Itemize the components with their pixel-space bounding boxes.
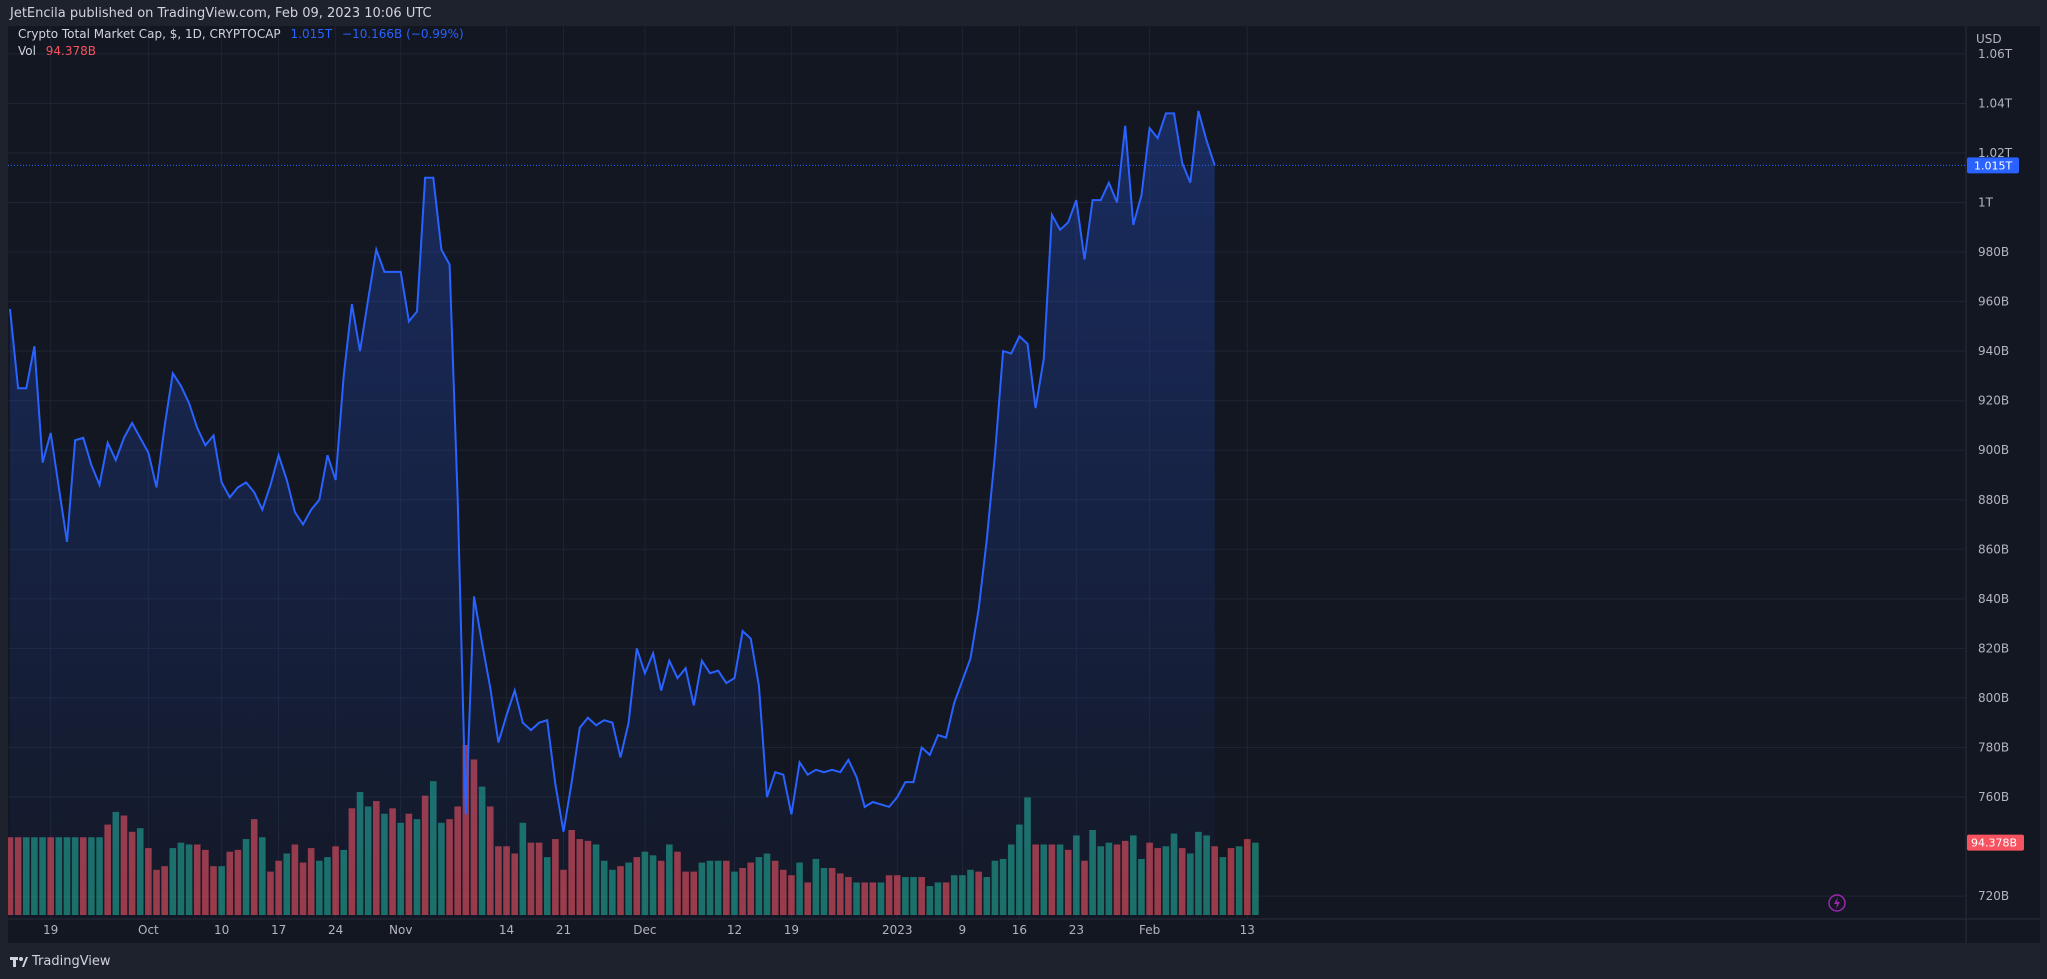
brand-name: TradingView (32, 954, 111, 969)
last-value: 1.015T (290, 27, 333, 41)
volume-bar (1235, 846, 1243, 915)
x-tick-label: Oct (138, 923, 159, 937)
x-tick-label: 16 (1012, 923, 1027, 937)
x-tick-label: 2023 (882, 923, 913, 937)
x-tick-label: 17 (271, 923, 286, 937)
y-tick-label: 840B (1978, 592, 2009, 606)
y-tick-label: 1T (1978, 196, 1994, 210)
lightning-icon[interactable] (1828, 894, 1846, 912)
volume-value-badge: 94.378B (1967, 834, 2024, 851)
volume-bar (1252, 842, 1259, 915)
x-tick-label: 12 (727, 923, 742, 937)
publisher-line: JetEncila published on TradingView.com, … (10, 6, 432, 21)
y-tick-label: 760B (1978, 790, 2009, 804)
volume-bar (1211, 846, 1219, 915)
y-tick-label: 800B (1978, 691, 2009, 705)
chart-frame[interactable]: 1.06T 1.04T 1.02T 1T 980B 960B 940B 920B 900B 880… (8, 26, 2040, 943)
y-tick-label: 1.04T (1978, 96, 2013, 110)
x-tick-label: 10 (214, 923, 229, 937)
symbol-name[interactable]: Crypto Total Market Cap, $, 1D, CRYPTOCA… (18, 27, 281, 41)
chart-svg[interactable]: 1.06T 1.04T 1.02T 1T 980B 960B 940B 920B 900B 880… (8, 26, 2040, 943)
footer: TradingView (0, 944, 2047, 979)
y-tick-label: 860B (1978, 542, 2009, 556)
y-tick-label: 920B (1978, 394, 2009, 408)
x-tick-label: 23 (1069, 923, 1084, 937)
last-value-badge: 1.015T (1967, 157, 2019, 174)
price-change: −10.166B (−0.99%) (342, 27, 464, 41)
x-axis[interactable]: 19 Oct 10 17 24 Nov 14 21 Dec 12 19 2023 9 16 23 Feb 13 (8, 918, 2040, 937)
legend-volume-row[interactable]: Vol 94.378B (18, 43, 464, 60)
x-tick-label: 21 (556, 923, 571, 937)
last-value-badge-text: 1.015T (1974, 159, 2012, 172)
y-tick-label: 1.02T (1978, 146, 2013, 160)
x-tick-label: 19 (43, 923, 58, 937)
x-tick-label: 24 (328, 923, 343, 937)
y-tick-label: 900B (1978, 443, 2009, 457)
y-tick-label: 1.06T (1978, 47, 2013, 61)
y-tick-label: 960B (1978, 295, 2009, 309)
price-line (9, 110, 1216, 832)
y-tick-label: 720B (1978, 889, 2009, 903)
publisher-bar: JetEncila published on TradingView.com, … (0, 0, 2047, 26)
x-tick-label: 19 (784, 923, 799, 937)
x-tick-label: 14 (499, 923, 514, 937)
x-tick-label: 13 (1240, 923, 1255, 937)
y-axis[interactable]: 1.06T 1.04T 1.02T 1T 980B 960B 940B 920B 900B 880… (1965, 26, 2013, 943)
volume-value: 94.378B (45, 44, 97, 58)
tradingview-logo[interactable]: TradingView (10, 954, 111, 969)
y-tick-label: 780B (1978, 740, 2009, 754)
chart-legend: Crypto Total Market Cap, $, 1D, CRYPTOCA… (18, 26, 464, 60)
y-tick-label: 980B (1978, 245, 2009, 259)
legend-symbol-row[interactable]: Crypto Total Market Cap, $, 1D, CRYPTOCA… (18, 26, 464, 43)
currency-label[interactable]: USD (1976, 32, 2002, 46)
y-tick-label: 940B (1978, 344, 2009, 358)
x-tick-label: Feb (1139, 923, 1160, 937)
x-tick-label: Nov (389, 923, 412, 937)
volume-bar (1219, 857, 1227, 915)
volume-label[interactable]: Vol (18, 44, 36, 58)
y-tick-label: 820B (1978, 641, 2009, 655)
volume-value-badge-text: 94.378B (1971, 837, 2017, 850)
volume-bar (1227, 848, 1235, 915)
x-tick-label: 9 (959, 923, 967, 937)
volume-bar (1243, 839, 1251, 915)
tradingview-logo-icon (10, 956, 28, 967)
y-tick-label: 880B (1978, 493, 2009, 507)
price-area-fill (10, 110, 1215, 918)
x-tick-label: Dec (633, 923, 656, 937)
